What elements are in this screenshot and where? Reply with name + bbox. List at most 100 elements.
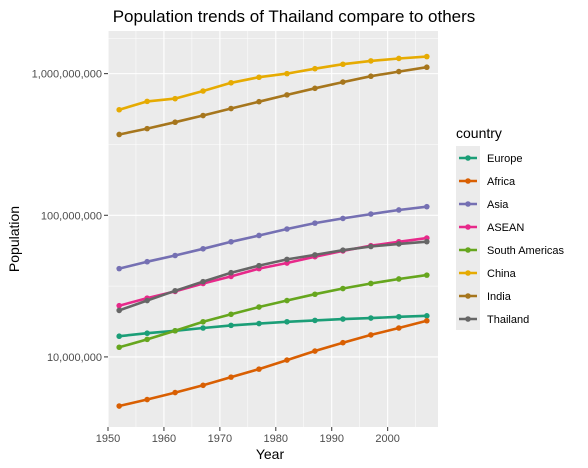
data-point [116,302,122,309]
data-point [284,92,290,98]
series-line [118,273,427,349]
legend-item: South Americas [459,245,565,257]
legend-item: India [459,291,512,303]
data-point [424,317,430,324]
data-point [368,58,374,64]
data-point [368,211,374,217]
data-point [144,396,150,403]
y-tick-label: 100,000,000 [41,210,102,222]
data-point [228,322,234,329]
legend-item: Asia [459,199,509,211]
data-point [200,278,206,285]
legend-key-point [465,247,471,253]
series-line [118,240,427,312]
x-tick-label: 1960 [152,433,176,445]
data-point [144,336,150,343]
x-tick-label: 1980 [264,433,288,445]
legend: country Europe Africa Asia ASEAN South Ameri… [456,125,565,330]
legend-key-point [465,270,471,276]
data-point [396,313,402,320]
legend-label: China [487,268,517,280]
legend-key-point [465,224,471,230]
data-point [200,245,206,252]
x-tick-label: 2000 [375,433,399,445]
x-axis: 1950 1960 1970 1980 1990 2000 [96,427,400,445]
data-point [396,241,402,247]
data-point [144,98,150,105]
data-point [284,357,290,363]
data-point [116,106,122,113]
data-point [256,366,262,372]
data-point [144,258,150,265]
y-tick-label: 10,000,000 [47,352,102,364]
data-point [172,389,178,396]
legend-label: Asia [487,199,509,211]
data-point [424,313,430,319]
data-point [116,333,122,340]
data-point [312,220,318,226]
data-point [228,79,234,86]
legend-item: Africa [459,176,516,188]
data-point [172,287,178,294]
grid-minor [108,31,438,427]
y-tick-label: 1,000,000,000 [32,69,102,81]
data-point [284,297,290,304]
data-point [424,272,430,278]
series-south-americas [116,272,430,351]
legend-item: ASEAN [459,222,524,234]
legend-title: country [456,125,502,141]
data-point [424,53,430,60]
data-point [312,317,318,324]
chart-title: Population trends of Thailand compare to… [113,7,476,26]
data-point [340,316,346,322]
y-axis: 10,000,000 100,000,000 1,000,000,000 [32,69,108,364]
data-point [340,61,346,68]
data-point [256,304,262,310]
data-point [172,327,178,334]
data-point [368,243,374,250]
legend-label: Thailand [487,314,529,326]
data-point [144,330,150,337]
series-africa [116,317,430,409]
data-point [228,311,234,318]
plot-panel [108,31,438,427]
data-point [256,262,262,269]
series-line [118,55,427,111]
x-tick-label: 1950 [96,433,120,445]
data-point [172,252,178,259]
series-india [116,64,430,138]
data-point [340,79,346,85]
legend-key-point [465,155,471,161]
data-point [116,307,122,314]
legend-key-point [465,293,471,299]
data-point [368,315,374,321]
data-point [368,332,374,338]
data-point [172,95,178,102]
data-point [396,68,402,75]
data-point [368,280,374,287]
data-point [200,88,206,94]
data-point [396,55,402,62]
data-point [200,318,206,325]
x-tick-label: 1990 [319,433,343,445]
data-point [340,339,346,346]
y-axis-title: Population [6,206,22,272]
data-point [312,65,318,72]
data-point [116,344,122,351]
data-point [116,403,122,409]
legend-label: Africa [487,176,516,188]
data-point [200,325,206,331]
legend-key-point [465,178,471,184]
data-point [228,269,234,276]
data-point [200,382,206,389]
data-point [284,226,290,232]
legend-label: South Americas [487,245,565,257]
data-point [396,325,402,331]
series-line [118,205,427,270]
data-point [340,215,346,222]
data-point [256,74,262,81]
data-point [340,285,346,292]
series-line [118,319,428,408]
data-point [340,247,346,253]
legend-item: Thailand [459,314,529,326]
